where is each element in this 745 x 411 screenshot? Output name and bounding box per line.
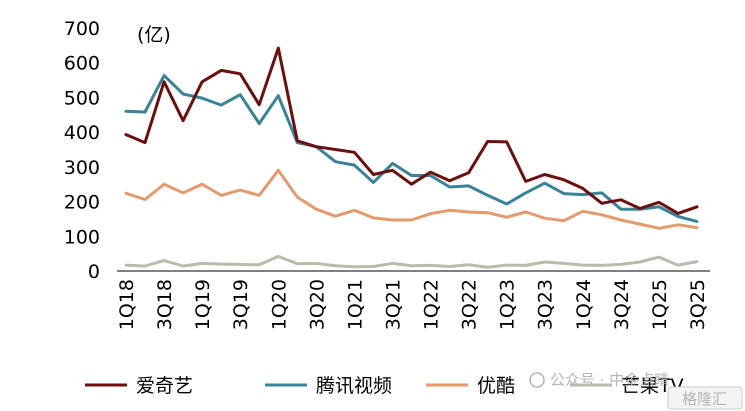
series-line-0 [124, 46, 699, 215]
y-tick-label: 0 [88, 261, 100, 283]
legend-label-1: 腾讯视频 [316, 375, 392, 397]
legend-label-0: 爱奇艺 [136, 375, 193, 397]
series-lines [124, 46, 699, 269]
watermark-text: 公众号 · 中金点睛 [550, 371, 669, 389]
y-tick-label: 100 [64, 226, 100, 248]
x-tick-label: 3Q21 [382, 279, 404, 330]
y-tick-label: 700 [64, 18, 100, 40]
x-tick-label: 1Q24 [573, 279, 595, 330]
x-tick-label: 1Q22 [421, 279, 443, 330]
y-tick-label: 600 [64, 53, 100, 75]
x-tick-label: 1Q25 [649, 279, 671, 330]
x-tick-label: 3Q25 [687, 279, 709, 330]
legend-label-2: 优酷 [477, 375, 515, 397]
x-tick-label: 1Q23 [497, 279, 519, 330]
x-tick-label: 1Q19 [192, 279, 214, 330]
x-tick-label: 3Q23 [535, 279, 557, 330]
y-unit-label: (亿) [137, 24, 171, 46]
watermark: 公众号 · 中金点睛 格隆汇 [529, 371, 743, 410]
x-tick-label: 3Q24 [611, 279, 633, 330]
series-line-3 [124, 254, 699, 269]
watermark-badge-box [667, 386, 743, 410]
y-tick-label: 300 [64, 157, 100, 179]
x-tick-label: 1Q18 [116, 279, 138, 330]
wechat-icon [529, 372, 545, 388]
series-line-2 [124, 168, 699, 230]
x-tick-label: 1Q21 [344, 279, 366, 330]
y-tick-label: 400 [64, 122, 100, 144]
x-tick-label: 3Q20 [306, 279, 328, 330]
x-tick-labels: 1Q18 3Q18 1Q19 3Q19 1Q20 3Q20 1Q21 3Q21 1Q22 3Q22… [116, 279, 709, 330]
series-line-1 [124, 74, 699, 223]
y-tick-label: 200 [64, 192, 100, 214]
x-tick-label: 1Q20 [268, 279, 290, 330]
x-tick-label: 3Q18 [154, 279, 176, 330]
y-tick-label: 500 [64, 87, 100, 109]
x-tick-label: 3Q22 [459, 279, 481, 330]
x-tick-label: 3Q19 [230, 279, 252, 330]
y-tick-labels: 0 100 200 300 400 500 600 700 [64, 18, 100, 283]
watermark-badge-text: 格隆汇 [682, 390, 727, 408]
